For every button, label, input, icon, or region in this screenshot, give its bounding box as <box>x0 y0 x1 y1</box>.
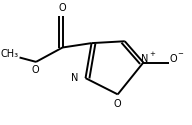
Text: O: O <box>169 54 177 64</box>
Text: O: O <box>31 65 39 75</box>
Text: N: N <box>141 54 148 64</box>
Text: O: O <box>114 99 122 109</box>
Text: CH₃: CH₃ <box>1 49 19 59</box>
Text: N: N <box>71 73 79 83</box>
Text: −: − <box>177 51 183 57</box>
Text: O: O <box>58 3 66 13</box>
Text: +: + <box>149 51 155 57</box>
